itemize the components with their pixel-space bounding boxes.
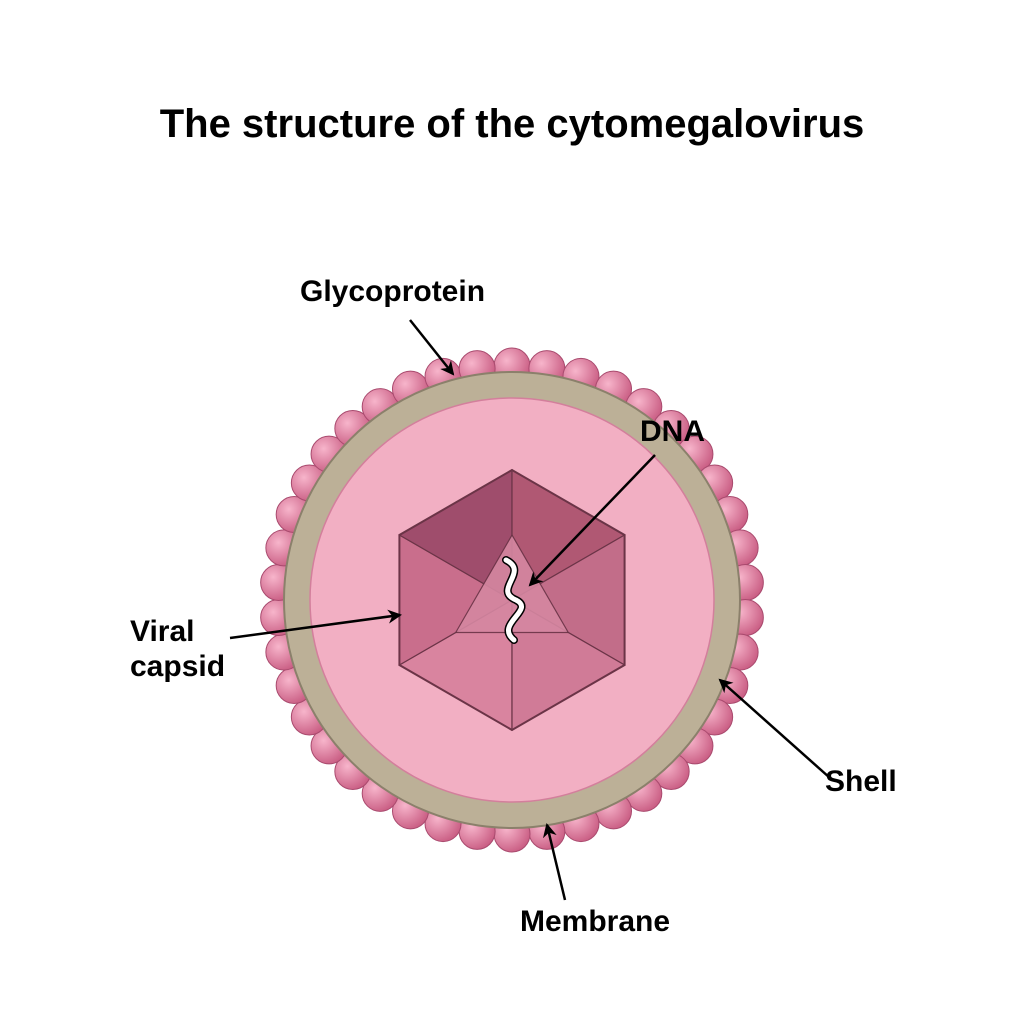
virus-svg (0, 0, 1024, 1024)
label-shell: Shell (825, 765, 897, 800)
diagram-title: The structure of the cytomegalovirus (0, 102, 1024, 147)
label-glycoprotein: Glycoprotein (300, 275, 485, 310)
label-dna: DNA (640, 415, 705, 450)
arrow-shell (720, 680, 830, 778)
label-membrane: Membrane (520, 905, 670, 940)
diagram-stage: The structure of the cytomegalovirus Gly… (0, 0, 1024, 1024)
label-viral-capsid: Viral capsid (130, 615, 225, 684)
